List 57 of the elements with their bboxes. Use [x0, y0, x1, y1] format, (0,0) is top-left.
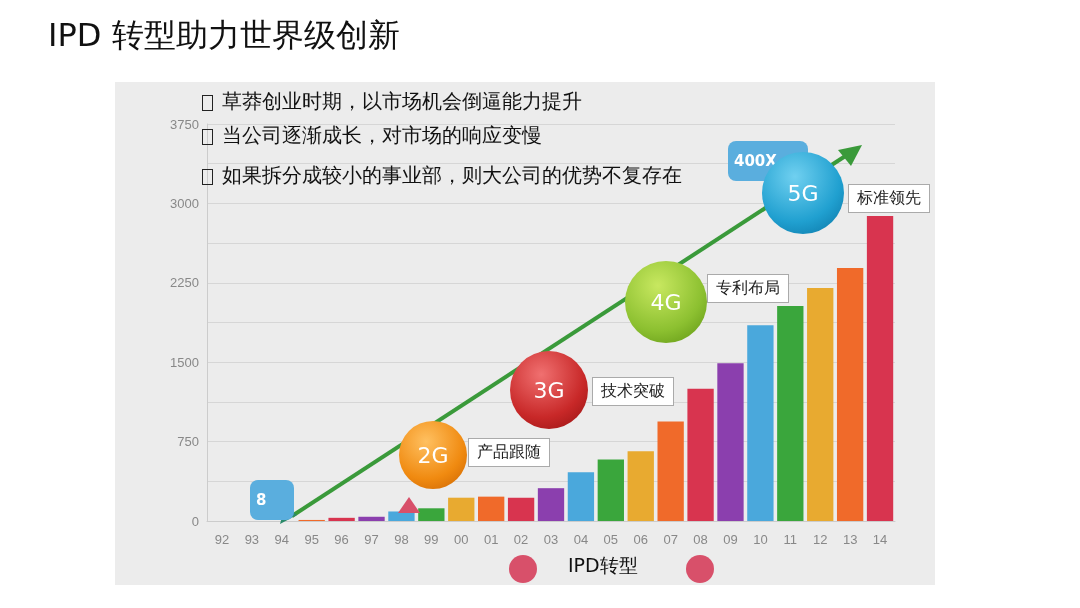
bar — [807, 288, 834, 521]
annotation: 产品跟随 — [468, 438, 550, 467]
bar — [597, 459, 624, 521]
x-tick-label: 02 — [513, 532, 529, 547]
x-tick-label: 05 — [603, 532, 619, 547]
x-tick-label: 13 — [842, 532, 858, 547]
x-tick-label: 06 — [633, 532, 648, 547]
y-tick-label: 3750 — [170, 116, 199, 132]
x-tick-label: 11 — [783, 532, 798, 547]
bar — [358, 516, 385, 521]
x-tick-label: 96 — [334, 532, 349, 547]
x-tick-label: 94 — [274, 532, 290, 547]
y-tick-label: 2250 — [170, 275, 199, 291]
bar — [567, 472, 595, 521]
text: 草莽创业时期，以市场机会倒逼能力提升 — [222, 88, 582, 115]
x-tick-label: 07 — [663, 532, 678, 547]
chart-title: IPD 转型助力世界级创新 — [48, 15, 400, 56]
x-tick-label: 10 — [753, 532, 768, 547]
y-tick-label: 750 — [177, 434, 199, 450]
x-tick-label: 12 — [812, 532, 828, 547]
x-tick-label: 14 — [872, 532, 888, 547]
y-tick-label: 0 — [191, 513, 199, 529]
bar — [747, 325, 774, 521]
y-tick-label: 3000 — [170, 195, 199, 211]
bar — [478, 496, 505, 521]
annotation: 技术突破 — [592, 377, 674, 406]
bar — [328, 517, 355, 521]
bar — [866, 216, 894, 521]
x-tick-label: 93 — [244, 532, 260, 547]
bar — [687, 388, 714, 521]
bar — [777, 306, 804, 521]
x-tick-label: 04 — [573, 532, 589, 547]
x-tick-label: 92 — [214, 532, 230, 547]
bar — [507, 497, 535, 521]
bar — [627, 451, 654, 521]
x-tick-label: 97 — [364, 532, 379, 547]
bar — [418, 508, 445, 521]
x-tick-label: 09 — [723, 532, 738, 547]
annotation: 专利布局 — [707, 274, 789, 303]
bar — [836, 267, 864, 521]
x-tick-label: 00 — [454, 532, 469, 547]
bar — [537, 488, 565, 521]
y-tick-label: 1500 — [170, 354, 199, 370]
annotation: 如果拆分成较小的事业部，则大公司的优势不复存在 — [222, 162, 682, 189]
x-tick-label: 01 — [483, 532, 499, 547]
badge: 8 — [250, 480, 294, 520]
bar — [448, 497, 475, 521]
x-tick-label: 08 — [693, 532, 708, 547]
x-tick-label: 98 — [394, 532, 409, 547]
annotation: 当公司逐渐成长，对市场的响应变慢 — [222, 122, 542, 149]
x-tick-label: 95 — [304, 532, 319, 547]
bar — [657, 421, 684, 521]
x-tick-label: 99 — [424, 532, 439, 547]
x-tick-label: 03 — [543, 532, 559, 547]
bar — [717, 363, 744, 521]
text: IPD转型 — [568, 553, 638, 578]
annotation: 标准领先 — [848, 184, 930, 213]
